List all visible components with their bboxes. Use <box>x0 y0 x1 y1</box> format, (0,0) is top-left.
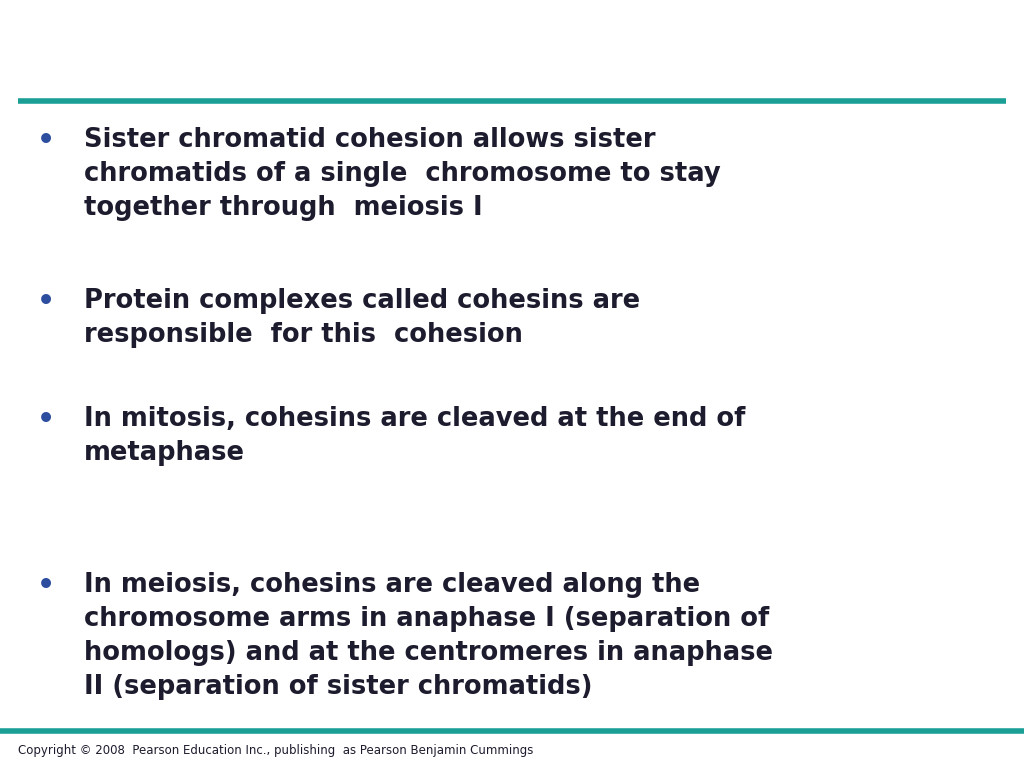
Text: •: • <box>37 406 55 433</box>
Text: In meiosis, cohesins are cleaved along the
chromosome arms in anaphase I (separa: In meiosis, cohesins are cleaved along t… <box>84 572 773 700</box>
Text: •: • <box>37 127 55 154</box>
Text: •: • <box>37 288 55 316</box>
Text: Protein complexes called cohesins are
responsible  for this  cohesion: Protein complexes called cohesins are re… <box>84 288 640 348</box>
Text: In mitosis, cohesins are cleaved at the end of
metaphase: In mitosis, cohesins are cleaved at the … <box>84 406 745 465</box>
Text: Copyright © 2008  Pearson Education Inc., publishing  as Pearson Benjamin Cummin: Copyright © 2008 Pearson Education Inc.,… <box>18 744 534 757</box>
Text: •: • <box>37 572 55 600</box>
Text: Sister chromatid cohesion allows sister
chromatids of a single  chromosome to st: Sister chromatid cohesion allows sister … <box>84 127 721 220</box>
